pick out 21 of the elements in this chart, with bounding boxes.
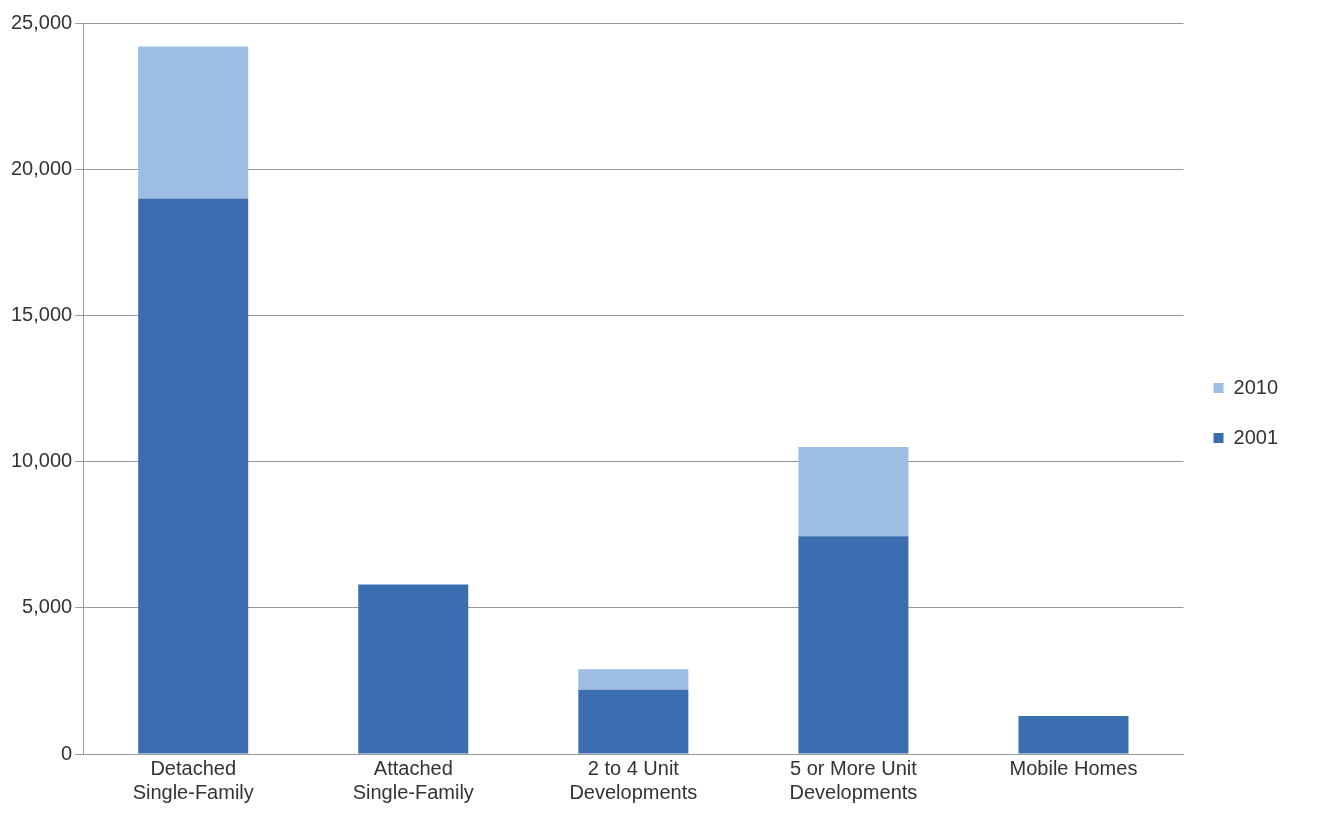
y-tick-label: 0 (61, 741, 73, 764)
y-tick-label: 15,000 (11, 302, 73, 325)
bar (138, 198, 249, 754)
x-tick-label: Mobile Homes (1009, 756, 1138, 779)
legend-label: 2001 (1233, 425, 1279, 448)
x-tick-label: Detached Single-Family (132, 756, 254, 803)
bar (798, 446, 909, 537)
y-tick-label: 5,000 (22, 595, 73, 618)
x-tick-label: 5 or More Unit Developments (789, 756, 918, 803)
y-tick-label: 20,000 (11, 156, 73, 179)
y-tick-label: 10,000 (11, 449, 73, 472)
y-tick-label: 25,000 (11, 10, 73, 33)
x-tick-label: Attached Single-Family (352, 756, 474, 803)
bar (358, 584, 469, 754)
legend-label: 2010 (1233, 375, 1279, 398)
bar (578, 689, 689, 754)
bar (798, 536, 909, 754)
bar (1018, 715, 1129, 754)
x-tick-label: 2 to 4 Unit Developments (569, 756, 698, 803)
bar (578, 669, 689, 690)
bar (138, 46, 249, 199)
